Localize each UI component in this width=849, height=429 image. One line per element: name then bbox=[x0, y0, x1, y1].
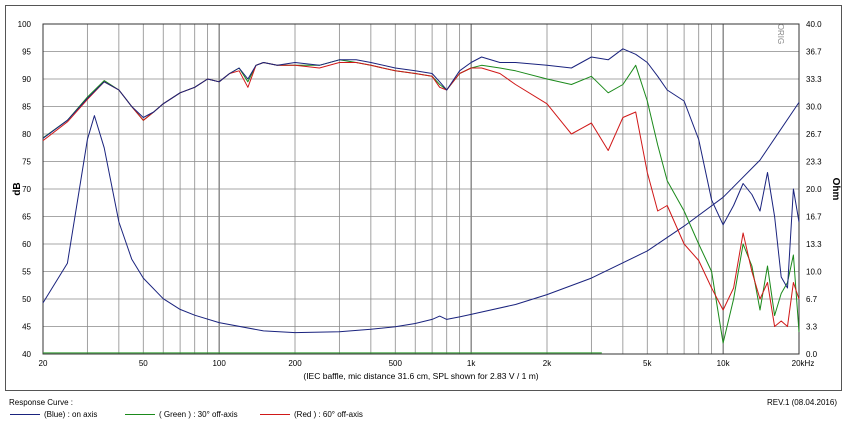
y-tick-label-left: 75 bbox=[22, 158, 31, 167]
y-tick-label-right: 26.7 bbox=[806, 130, 822, 139]
legend-swatch-blue bbox=[10, 414, 40, 415]
y-tick-label-right: 3.3 bbox=[806, 323, 818, 332]
y-tick-label-left: 45 bbox=[22, 323, 31, 332]
y-tick-label-right: 16.7 bbox=[806, 213, 822, 222]
x-tick-label: 2k bbox=[543, 359, 552, 368]
y-tick-label-left: 65 bbox=[22, 213, 31, 222]
y-axis-label-right: Ohm bbox=[830, 178, 841, 201]
series-line-blue bbox=[42, 48, 800, 289]
y-tick-label-left: 100 bbox=[18, 20, 32, 29]
x-tick-label: 10k bbox=[717, 359, 731, 368]
response-curve-title: Response Curve : bbox=[9, 398, 74, 407]
legend-item-green: ( Green ) : 30° off-axis bbox=[125, 410, 238, 419]
legend-item-blue: (Blue) : on axis bbox=[10, 410, 97, 419]
x-tick-label: 50 bbox=[139, 359, 148, 368]
y-tick-label-right: 20.0 bbox=[806, 185, 822, 194]
orig-watermark: ORIG bbox=[776, 24, 785, 44]
y-tick-label-left: 60 bbox=[22, 240, 31, 249]
y-tick-label-left: 70 bbox=[22, 185, 31, 194]
y-tick-label-right: 33.3 bbox=[806, 75, 822, 84]
impedance-line bbox=[42, 102, 800, 334]
y-tick-label-right: 30.0 bbox=[806, 103, 822, 112]
y-tick-label-left: 95 bbox=[22, 48, 31, 57]
y-tick-label-left: 90 bbox=[22, 75, 31, 84]
y-tick-label-left: 55 bbox=[22, 268, 31, 277]
y-tick-label-left: 85 bbox=[22, 103, 31, 112]
legend-label-red: (Red ) : 60° off-axis bbox=[294, 410, 363, 419]
x-axis-label: (IEC baffle, mic distance 31.6 cm, SPL s… bbox=[303, 371, 538, 381]
legend-label-green: ( Green ) : 30° off-axis bbox=[159, 410, 238, 419]
y-tick-label-right: 6.7 bbox=[806, 295, 818, 304]
x-tick-label: 5k bbox=[643, 359, 652, 368]
response-chart: 40 45 50 55 60 65 70 75 80 85 90 95 100 0.0 3.3 6.7 10.0… bbox=[12, 20, 841, 381]
y-tick-label-right: 13.3 bbox=[806, 240, 822, 249]
x-tick-label: 200 bbox=[288, 359, 302, 368]
y-tick-label-right: 40.0 bbox=[806, 20, 822, 29]
y-tick-label-left: 80 bbox=[22, 130, 31, 139]
y-tick-label-left: 50 bbox=[22, 295, 31, 304]
y-axis-label-left: dB bbox=[12, 182, 23, 195]
x-tick-label: 20 bbox=[39, 359, 48, 368]
revision-label: REV.1 (08.04.2016) bbox=[767, 398, 837, 407]
legend-swatch-red bbox=[260, 414, 290, 415]
y-tick-label-right: 36.7 bbox=[806, 48, 822, 57]
y-tick-label-left: 40 bbox=[22, 350, 31, 359]
legend-item-red: (Red ) : 60° off-axis bbox=[260, 410, 363, 419]
plot-border bbox=[42, 23, 800, 355]
y-tick-label-right: 10.0 bbox=[806, 268, 822, 277]
legend-label-blue: (Blue) : on axis bbox=[44, 410, 98, 419]
y-tick-label-right: 0.0 bbox=[806, 350, 818, 359]
x-tick-label: 500 bbox=[389, 359, 403, 368]
legend-swatch-green bbox=[125, 414, 155, 415]
y-tick-label-right: 23.3 bbox=[806, 158, 822, 167]
x-tick-label: 20kHz bbox=[792, 359, 815, 368]
x-tick-label: 100 bbox=[212, 359, 226, 368]
chart-footer: Response Curve : REV.1 (08.04.2016) (Blu… bbox=[0, 395, 849, 429]
x-tick-label: 1k bbox=[467, 359, 476, 368]
